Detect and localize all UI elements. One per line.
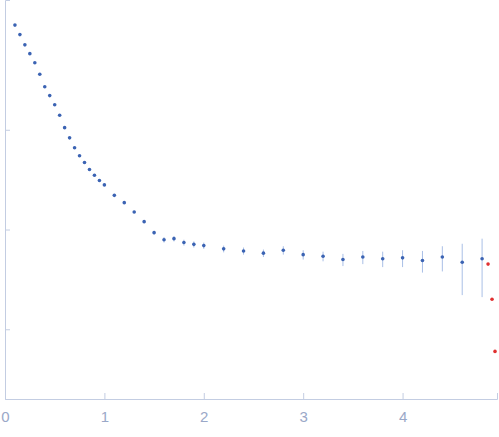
y-tick-mark — [5, 230, 10, 231]
x-axis: 0 1 2 3 4 — [1, 393, 497, 425]
x-tick-label: 3 — [300, 408, 308, 425]
x-tick: 2 — [200, 393, 208, 425]
point — [490, 297, 494, 301]
point — [68, 136, 72, 140]
point — [486, 262, 490, 266]
error-bar — [462, 244, 463, 295]
x-tick-mark — [204, 393, 205, 399]
y-axis — [5, 1, 10, 400]
point — [98, 179, 102, 183]
x-tick-label: 1 — [101, 408, 109, 425]
x-tick-mark — [303, 393, 304, 399]
point — [13, 23, 17, 27]
point — [73, 146, 77, 150]
series — [13, 23, 484, 297]
x-tick-label: 0 — [1, 408, 9, 425]
point — [192, 243, 196, 247]
point — [321, 254, 325, 258]
x-axis-line — [6, 393, 498, 400]
point — [88, 168, 92, 172]
x-tick-mark — [104, 393, 105, 399]
y-tick — [5, 130, 10, 131]
y-tick-mark — [5, 130, 10, 131]
point — [341, 258, 345, 262]
point — [18, 33, 22, 37]
point — [142, 220, 146, 224]
point — [162, 238, 166, 242]
point — [301, 253, 305, 257]
point — [28, 52, 32, 56]
point — [103, 183, 107, 187]
point — [43, 85, 47, 89]
error-bar — [442, 246, 443, 271]
point — [172, 237, 176, 241]
point — [480, 257, 484, 261]
plot: 0 1 2 3 4 — [1, 1, 497, 425]
series — [486, 262, 497, 353]
x-tick-mark — [403, 393, 404, 399]
point — [401, 256, 405, 260]
point — [381, 257, 385, 261]
point — [122, 201, 126, 205]
point — [78, 154, 82, 158]
point — [282, 248, 286, 252]
x-tick-label: 2 — [200, 408, 208, 425]
point — [83, 161, 87, 165]
point — [182, 241, 186, 245]
point — [441, 255, 445, 259]
point — [202, 244, 206, 248]
point — [58, 113, 62, 117]
point — [38, 72, 42, 76]
x-tick: 1 — [101, 393, 109, 425]
point — [460, 260, 464, 264]
point — [152, 231, 156, 235]
point — [421, 259, 425, 263]
y-axis-line — [6, 1, 11, 400]
x-tick-label: 4 — [399, 408, 407, 425]
x-tick: 4 — [399, 393, 407, 425]
point — [63, 126, 67, 130]
y-tick-mark — [5, 329, 10, 330]
point — [262, 251, 266, 255]
data-layer — [13, 23, 497, 353]
point — [493, 350, 497, 354]
point — [132, 210, 136, 214]
point — [361, 255, 365, 259]
point — [53, 103, 57, 107]
y-tick — [5, 329, 10, 330]
point — [242, 249, 246, 253]
x-tick: 3 — [300, 393, 308, 425]
point — [222, 247, 226, 251]
y-tick — [5, 230, 10, 231]
point — [93, 173, 97, 177]
error-bar — [482, 239, 483, 297]
point — [113, 194, 117, 198]
point — [48, 94, 52, 98]
point — [23, 43, 27, 47]
point — [33, 61, 37, 65]
chart: 0 1 2 3 4 — [0, 0, 499, 437]
